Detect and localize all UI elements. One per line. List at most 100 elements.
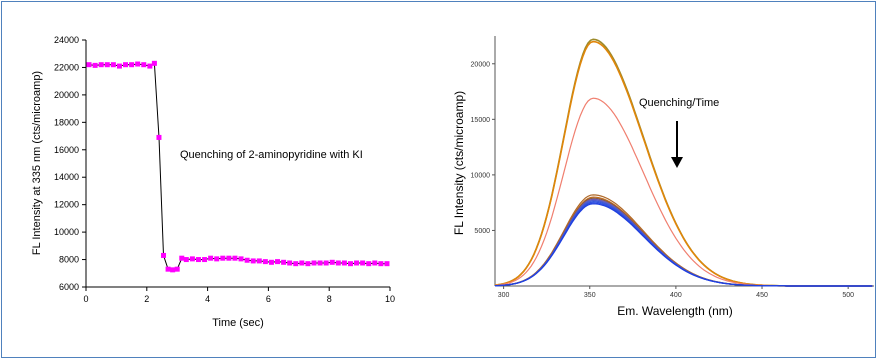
left-data-point [170,267,176,273]
left-data-point [384,261,390,267]
left-x-tick-label: 10 [385,294,395,304]
left-data-point [354,260,360,266]
left-data-point [98,62,104,68]
left-data-point [161,252,167,258]
right-x-tick-label: 300 [498,292,510,299]
spectrum-line [494,202,873,287]
right-x-tick-label: 450 [756,292,768,299]
left-x-tick-label: 8 [327,294,332,304]
spectrum-line [494,197,873,287]
left-data-point [305,261,311,267]
left-data-point [317,260,323,266]
left-data-point [262,259,268,265]
left-data-point [281,259,287,265]
left-data-point [151,60,157,66]
right-y-tick-label: 15000 [471,117,491,124]
left-data-point [135,61,141,67]
left-y-tick-label: 18000 [54,117,79,127]
left-data-point [293,261,299,267]
right-spectra [494,38,873,287]
left-data-point [116,63,122,69]
spectrum-line [494,200,873,287]
left-data-point [335,260,341,266]
left-data-point [165,266,171,272]
right-x-tick-label: 500 [842,292,854,299]
left-x-tick-label: 6 [266,294,271,304]
right-y-tick-label: 10000 [471,172,491,179]
left-data-point [347,261,353,267]
left-y-tick-label: 16000 [54,145,79,155]
left-x-tick-label: 2 [144,294,149,304]
spectrum-line [494,194,873,287]
left-data-point [232,255,238,261]
right-x-axis-label: Em. Wavelength (nm) [617,304,733,318]
spectrum-line [494,97,873,287]
left-data-point [174,266,180,272]
left-data-point [287,260,293,266]
left-data-point [372,260,378,266]
left-data-point [86,62,92,68]
left-y-tick-label: 22000 [54,62,79,72]
left-data-point [156,134,162,140]
left-annotation: Quenching of 2-aminopyridine with KI [180,149,363,161]
left-data-point [238,256,244,262]
left-y-tick-label: 20000 [54,90,79,100]
left-data-point [92,62,98,68]
left-y-tick-label: 14000 [54,172,79,182]
left-data-point [104,62,110,68]
left-data-point [129,62,135,68]
right-y-tick-label: 5000 [474,228,490,235]
left-data-point [275,259,281,265]
spectrum-line [494,203,873,287]
left-data-point [311,260,317,266]
left-x-tick-label: 0 [83,294,88,304]
left-data-point [179,255,185,261]
left-data-point [141,62,147,68]
right-annotation: Quenching/Time [639,97,719,109]
right-y-tick-label: 20000 [471,61,491,68]
left-data-point [189,256,195,262]
left-data-point [195,257,201,263]
left-data-point [220,255,226,261]
left-y-tick-label: 24000 [54,35,79,45]
left-data-point [256,258,262,264]
left-y-axis-label: FL Intensity at 335 nm (cts/microamp) [31,71,43,255]
left-data-point [244,257,250,263]
left-data-point [147,63,153,69]
left-series-line [88,62,387,271]
left-data-point [329,259,335,265]
left-y-tick-label: 8000 [59,255,79,265]
left-data-point [183,257,189,263]
right-x-tick-label: 350 [584,292,596,299]
left-data-point [208,255,214,261]
down-arrow-icon [671,121,683,168]
right-ticks: 300 350 400 450 500 5000 10000 15000 20000 [471,61,855,299]
left-data-point [299,260,305,266]
left-x-axis-label: Time (sec) [212,317,264,329]
left-axes [85,40,390,288]
left-y-tick-label: 12000 [54,200,79,210]
left-data-point [341,260,347,266]
spectrum-line [494,198,873,287]
left-data-point [360,260,366,266]
left-series-markers [86,60,390,273]
right-axes [494,36,874,287]
left-data-point [123,62,129,68]
left-data-point [202,257,208,263]
left-data-point [214,256,220,262]
left-y-tick-label: 6000 [59,282,79,292]
left-ticks: 0 2 4 6 8 10 6000 8000 10000 12000 14000 16000 18000… [54,35,395,304]
left-data-point [226,255,232,261]
spectrum-line [494,199,873,287]
right-x-tick-label: 400 [670,292,682,299]
left-data-point [268,259,274,265]
spectrum-line [494,196,873,287]
right-y-axis-label: FL Intensity (cts/microamp) [452,91,466,235]
left-data-point [366,261,372,267]
left-x-tick-label: 4 [205,294,210,304]
left-data-point [378,261,384,267]
left-data-point [250,258,256,264]
left-data-point [323,260,329,266]
